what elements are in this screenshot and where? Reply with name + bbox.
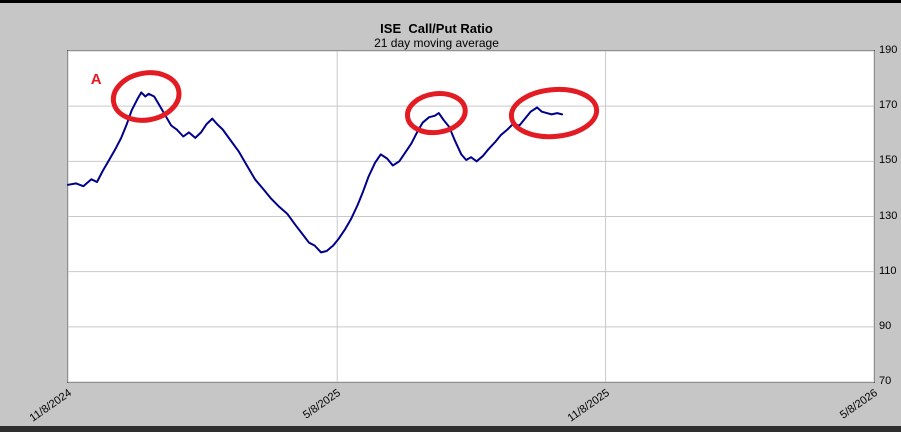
y-axis-label: 70	[879, 375, 892, 387]
chart-subtitle: 21 day moving average	[374, 36, 499, 50]
y-axis-label: 130	[879, 209, 898, 222]
y-axis-label: 190	[879, 44, 898, 56]
x-axis-label: 11/8/2025	[565, 387, 612, 425]
moving-average-line	[67, 91, 564, 254]
top-border	[0, 0, 901, 3]
x-axis-label: 5/8/2026	[837, 387, 880, 422]
x-axis-label: 11/8/2024	[27, 387, 74, 425]
chart-svg: A	[67, 50, 875, 383]
annotation-ellipse	[404, 91, 468, 136]
bottom-bar	[0, 426, 901, 432]
y-axis-label: 90	[879, 319, 892, 332]
annotation-ellipse	[508, 86, 600, 140]
y-axis-label: 110	[879, 264, 897, 277]
plot-area: A	[67, 50, 875, 383]
y-axis-label: 170	[879, 99, 898, 112]
x-axis-label: 5/8/2025	[301, 387, 344, 422]
y-axis-label: 150	[879, 154, 898, 167]
chart-title: ISE Call/Put Ratio	[380, 21, 493, 36]
annotation-ellipse	[110, 70, 182, 123]
annotation-label-a: A	[91, 71, 102, 88]
